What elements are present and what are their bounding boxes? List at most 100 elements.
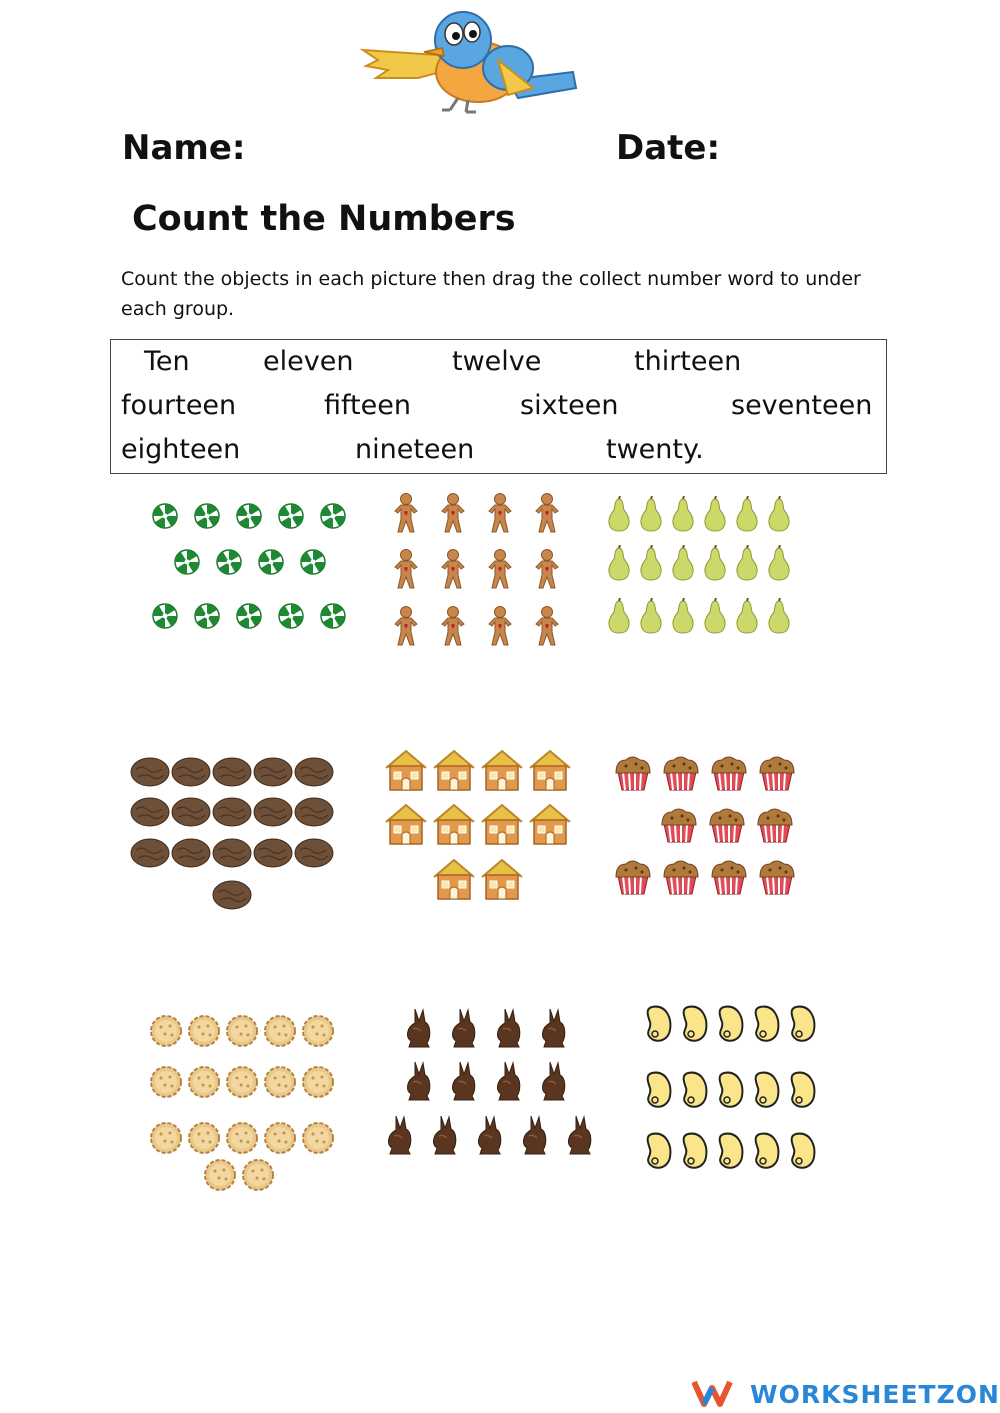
- bean-icon: [642, 1131, 674, 1173]
- gingerbread-man-icon: [439, 492, 467, 534]
- word-option[interactable]: sixteen: [520, 390, 619, 421]
- peppermint-candy-icon: [319, 602, 347, 630]
- walnut-icon: [253, 797, 293, 827]
- cupcake-icon: [708, 858, 750, 896]
- walnut-icon: [130, 797, 170, 827]
- walnut-icon: [171, 757, 211, 787]
- worksheetzone-logo-icon: [691, 1380, 733, 1407]
- pear-icon: [763, 597, 795, 636]
- walnut-icon: [253, 838, 293, 868]
- cookie-icon: [300, 1064, 336, 1100]
- walnut-icon: [294, 838, 334, 868]
- gingerbread-man-icon: [392, 548, 420, 590]
- walnut-icon: [171, 838, 211, 868]
- walnut-icon: [130, 838, 170, 868]
- bean-icon: [750, 1070, 782, 1112]
- cookie-icon: [240, 1157, 276, 1193]
- bean-icon: [678, 1004, 710, 1046]
- word-option[interactable]: thirteen: [634, 346, 742, 377]
- cupcake-icon: [754, 806, 796, 844]
- bean-icon: [642, 1004, 674, 1046]
- bean-icon: [786, 1070, 818, 1112]
- cupcake-icon: [612, 858, 654, 896]
- walnut-icon: [212, 880, 252, 910]
- cupcake-icon: [660, 858, 702, 896]
- bean-icon: [714, 1131, 746, 1173]
- chocolate-bunny-icon: [403, 1060, 433, 1102]
- pear-icon: [603, 597, 635, 636]
- pear-icon: [635, 597, 667, 636]
- peppermint-candy-icon: [151, 502, 179, 530]
- chocolate-bunny-icon: [448, 1060, 478, 1102]
- bean-icon: [714, 1004, 746, 1046]
- bean-icon: [786, 1131, 818, 1173]
- cookie-icon: [224, 1064, 260, 1100]
- walnut-icon: [212, 797, 252, 827]
- walnut-icon: [294, 797, 334, 827]
- chocolate-bunny-icon: [403, 1007, 433, 1049]
- peppermint-candy-icon: [277, 602, 305, 630]
- word-option[interactable]: Ten: [144, 346, 190, 377]
- chocolate-bunny-icon: [538, 1007, 568, 1049]
- word-option[interactable]: fourteen: [121, 390, 237, 421]
- pear-icon: [667, 495, 699, 534]
- cupcake-icon: [706, 806, 748, 844]
- gingerbread-man-icon: [439, 548, 467, 590]
- cupcake-icon: [660, 754, 702, 792]
- peppermint-candy-icon: [151, 602, 179, 630]
- gingerbread-house-icon: [430, 857, 478, 901]
- pear-icon: [699, 597, 731, 636]
- gingerbread-house-icon: [430, 802, 478, 846]
- page-title: Count the Numbers: [132, 199, 516, 239]
- gingerbread-man-icon: [486, 548, 514, 590]
- pear-icon: [731, 495, 763, 534]
- worksheetzone-logo-text: WORKSHEETZONE: [750, 1380, 1000, 1409]
- bean-icon: [678, 1070, 710, 1112]
- gingerbread-man-icon: [486, 605, 514, 647]
- gingerbread-man-icon: [439, 605, 467, 647]
- cookie-icon: [224, 1013, 260, 1049]
- word-option[interactable]: eleven: [263, 346, 354, 377]
- chocolate-bunny-icon: [564, 1114, 594, 1156]
- gingerbread-house-icon: [382, 802, 430, 846]
- cupcake-icon: [612, 754, 654, 792]
- walnut-icon: [212, 757, 252, 787]
- gingerbread-house-icon: [478, 802, 526, 846]
- word-option[interactable]: eighteen: [121, 434, 241, 465]
- cookie-icon: [186, 1064, 222, 1100]
- peppermint-candy-icon: [215, 548, 243, 576]
- cookie-icon: [300, 1013, 336, 1049]
- chocolate-bunny-icon: [448, 1007, 478, 1049]
- walnut-icon: [130, 757, 170, 787]
- pear-icon: [635, 495, 667, 534]
- word-option[interactable]: fifteen: [324, 390, 411, 421]
- chocolate-bunny-icon: [519, 1114, 549, 1156]
- chocolate-bunny-icon: [429, 1114, 459, 1156]
- cookie-icon: [262, 1013, 298, 1049]
- gingerbread-house-icon: [526, 748, 574, 792]
- peppermint-candy-icon: [257, 548, 285, 576]
- walnut-icon: [294, 757, 334, 787]
- word-option[interactable]: twenty.: [606, 434, 704, 465]
- gingerbread-house-icon: [478, 857, 526, 901]
- cookie-icon: [186, 1013, 222, 1049]
- cupcake-icon: [756, 858, 798, 896]
- gingerbread-man-icon: [392, 605, 420, 647]
- pear-icon: [763, 544, 795, 583]
- word-option[interactable]: twelve: [452, 346, 542, 377]
- chocolate-bunny-icon: [384, 1114, 414, 1156]
- name-label: Name:: [122, 128, 246, 168]
- chocolate-bunny-icon: [493, 1007, 523, 1049]
- cookie-icon: [148, 1120, 184, 1156]
- peppermint-candy-icon: [193, 602, 221, 630]
- cookie-icon: [202, 1157, 238, 1193]
- peppermint-candy-icon: [299, 548, 327, 576]
- pear-icon: [699, 495, 731, 534]
- walnut-icon: [253, 757, 293, 787]
- pear-icon: [603, 544, 635, 583]
- word-option[interactable]: seventeen: [731, 390, 873, 421]
- peppermint-candy-icon: [193, 502, 221, 530]
- gingerbread-house-icon: [478, 748, 526, 792]
- pear-icon: [667, 597, 699, 636]
- word-option[interactable]: nineteen: [355, 434, 475, 465]
